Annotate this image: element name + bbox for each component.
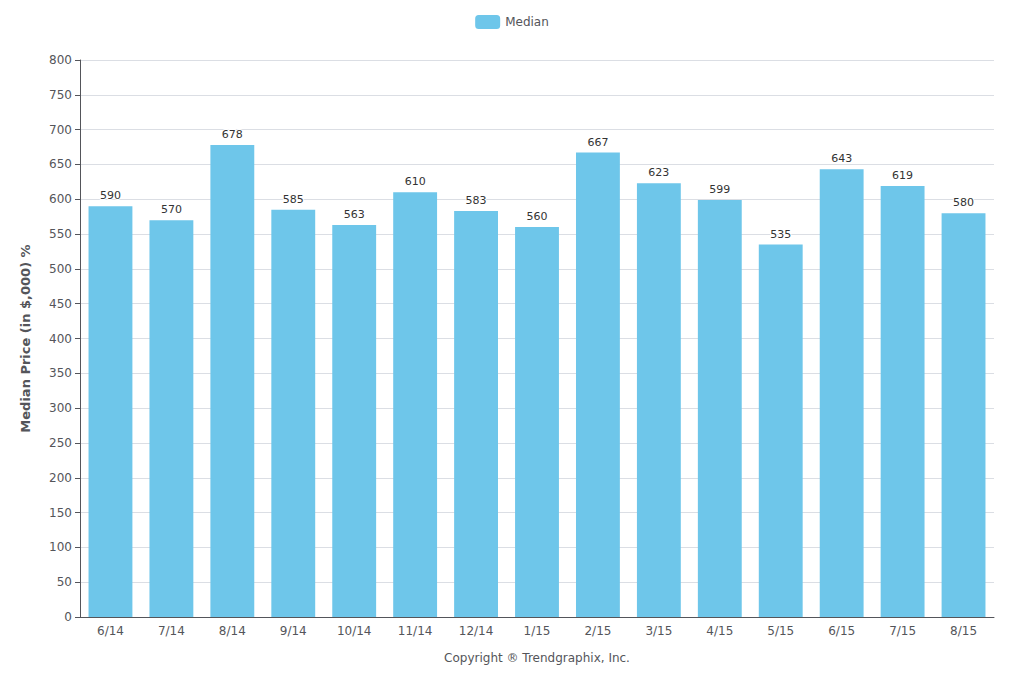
svg-text:570: 570 [161, 203, 182, 216]
svg-text:9/14: 9/14 [280, 624, 307, 638]
svg-text:667: 667 [587, 136, 608, 149]
svg-text:400: 400 [49, 332, 72, 346]
svg-text:11/14: 11/14 [398, 624, 433, 638]
svg-text:6/14: 6/14 [97, 624, 124, 638]
svg-text:2/15: 2/15 [584, 624, 611, 638]
svg-text:10/14: 10/14 [337, 624, 372, 638]
svg-text:610: 610 [405, 175, 426, 188]
svg-text:560: 560 [527, 210, 548, 223]
svg-text:650: 650 [49, 157, 72, 171]
svg-text:4/15: 4/15 [706, 624, 733, 638]
svg-text:100: 100 [49, 540, 72, 554]
svg-text:590: 590 [100, 189, 121, 202]
svg-text:535: 535 [770, 228, 791, 241]
svg-text:3/15: 3/15 [645, 624, 672, 638]
svg-text:450: 450 [49, 297, 72, 311]
svg-text:350: 350 [49, 366, 72, 380]
svg-text:580: 580 [953, 196, 974, 209]
svg-text:8/15: 8/15 [950, 624, 977, 638]
svg-text:150: 150 [49, 506, 72, 520]
svg-text:0: 0 [64, 610, 72, 624]
svg-text:750: 750 [49, 88, 72, 102]
svg-text:800: 800 [49, 53, 72, 67]
svg-text:599: 599 [709, 183, 730, 196]
svg-text:12/14: 12/14 [459, 624, 494, 638]
svg-text:585: 585 [283, 193, 304, 206]
svg-text:Copyright ® Trendgraphix, Inc.: Copyright ® Trendgraphix, Inc. [444, 651, 630, 665]
svg-text:8/14: 8/14 [219, 624, 246, 638]
svg-text:50: 50 [57, 575, 72, 589]
svg-text:Median Price (in $,000) %: Median Price (in $,000) % [18, 244, 33, 432]
svg-text:623: 623 [648, 166, 669, 179]
svg-text:563: 563 [344, 208, 365, 221]
svg-text:7/14: 7/14 [158, 624, 185, 638]
svg-text:600: 600 [49, 192, 72, 206]
svg-text:550: 550 [49, 227, 72, 241]
svg-text:583: 583 [466, 194, 487, 207]
svg-text:6/15: 6/15 [828, 624, 855, 638]
svg-text:Median: Median [505, 15, 549, 29]
svg-text:500: 500 [49, 262, 72, 276]
svg-text:619: 619 [892, 169, 913, 182]
svg-text:1/15: 1/15 [524, 624, 551, 638]
svg-text:700: 700 [49, 123, 72, 137]
svg-text:7/15: 7/15 [889, 624, 916, 638]
svg-text:5/15: 5/15 [767, 624, 794, 638]
svg-text:200: 200 [49, 471, 72, 485]
svg-text:250: 250 [49, 436, 72, 450]
svg-text:678: 678 [222, 128, 243, 141]
svg-text:300: 300 [49, 401, 72, 415]
svg-text:643: 643 [831, 152, 852, 165]
